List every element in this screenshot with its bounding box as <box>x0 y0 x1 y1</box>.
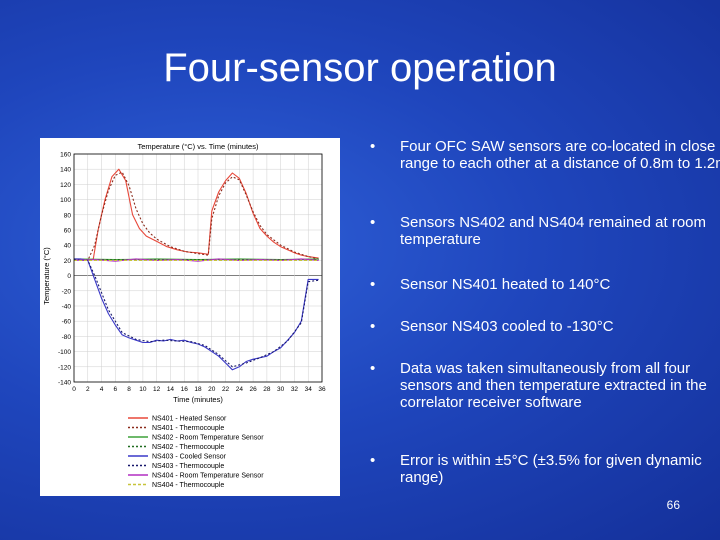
x-tick-label: 26 <box>249 386 257 393</box>
legend-label: NS402 - Thermocouple <box>152 444 224 451</box>
slide-title: Four-sensor operation <box>163 46 557 90</box>
y-tick-label: -40 <box>62 304 72 311</box>
bullet-dot: • <box>370 214 376 231</box>
bullet-item: • Error is within ±5°C (±3.5% for given d… <box>368 452 720 486</box>
series-line <box>74 258 319 371</box>
x-tick-label: 32 <box>291 386 299 393</box>
x-tick-label: 2 <box>86 386 90 393</box>
legend-label: NS404 - Thermocouple <box>152 482 224 489</box>
x-tick-label: 6 <box>114 386 118 393</box>
x-tick-label: 36 <box>318 386 326 393</box>
bullet-text: Data was taken simultaneously from all f… <box>400 360 707 411</box>
y-tick-label: 40 <box>64 243 72 250</box>
y-tick-label: -80 <box>62 334 72 341</box>
legend-label: NS402 - Room Temperature Sensor <box>152 435 264 442</box>
legend-label: NS401 - Heated Sensor <box>152 416 227 423</box>
bullet-item: • Sensor NS401 heated to 140°C <box>368 276 720 293</box>
bullet-dot: • <box>370 276 376 293</box>
page-number: 66 <box>666 498 680 512</box>
x-tick-label: 28 <box>263 386 271 393</box>
bullet-item: • Sensor NS403 cooled to -130°C <box>368 318 720 335</box>
bullet-dot: • <box>370 452 376 469</box>
y-tick-label: 0 <box>67 273 71 280</box>
y-tick-label: 120 <box>60 182 71 189</box>
x-tick-label: 22 <box>222 386 230 393</box>
bullet-text: Sensors NS402 and NS404 remained at room… <box>400 214 707 248</box>
bullet-item: • Sensors NS402 and NS404 remained at roo… <box>368 214 720 248</box>
legend-label: NS403 - Thermocouple <box>152 463 224 470</box>
chart-xlabel: Time (minutes) <box>173 395 223 404</box>
x-tick-label: 18 <box>194 386 202 393</box>
x-tick-label: 0 <box>72 386 76 393</box>
chart-title: Temperature (°C) vs. Time (minutes) <box>138 142 259 151</box>
plot-frame <box>73 153 323 383</box>
y-tick-label: 160 <box>60 152 71 159</box>
x-tick-label: 34 <box>305 386 313 393</box>
bullet-text: Sensor NS403 cooled to -130°C <box>400 318 614 335</box>
y-tick-label: -100 <box>58 349 71 356</box>
chart-panel: Temperature (°C) vs. Time (minutes) Temp… <box>40 138 340 496</box>
x-tick-label: 30 <box>277 386 285 393</box>
legend-label: NS403 - Cooled Sensor <box>152 454 227 461</box>
x-tick-label: 10 <box>139 386 147 393</box>
x-tick-label: 8 <box>127 386 131 393</box>
x-tick-label: 20 <box>208 386 216 393</box>
x-tick-label: 4 <box>100 386 104 393</box>
temperature-chart: Temperature (°C) vs. Time (minutes) Temp… <box>42 142 326 489</box>
bullet-item: • Four OFC SAW sensors are co-located in … <box>368 138 720 172</box>
legend-label: NS401 - Thermocouple <box>152 425 224 432</box>
x-tick-label: 12 <box>153 386 161 393</box>
y-tick-label: 140 <box>60 167 71 174</box>
legend-label: NS404 - Room Temperature Sensor <box>152 473 264 480</box>
series-line <box>73 259 319 368</box>
bullet-text: Four OFC SAW sensors are co-located in c… <box>400 138 720 172</box>
bullet-item: • Data was taken simultaneously from all … <box>368 360 720 411</box>
bullet-text: Sensor NS401 heated to 140°C <box>400 276 611 293</box>
bullet-text: Error is within ±5°C (±3.5% for given dy… <box>400 452 702 486</box>
y-tick-label: 60 <box>64 228 72 235</box>
y-tick-label: -20 <box>62 288 72 295</box>
chart-ylabel: Temperature (°C) <box>42 247 51 305</box>
y-tick-label: -120 <box>58 364 71 371</box>
bullet-dot: • <box>370 360 376 377</box>
x-tick-label: 24 <box>236 386 244 393</box>
y-tick-label: 100 <box>60 197 71 204</box>
y-tick-label: -140 <box>58 380 71 387</box>
series-line <box>73 168 319 261</box>
y-tick-label: 20 <box>64 258 72 265</box>
y-tick-label: 80 <box>64 212 72 219</box>
bullet-dot: • <box>370 318 376 335</box>
x-tick-label: 16 <box>181 386 189 393</box>
bullet-dot: • <box>370 138 376 155</box>
x-tick-label: 14 <box>167 386 175 393</box>
y-tick-label: -60 <box>62 319 72 326</box>
